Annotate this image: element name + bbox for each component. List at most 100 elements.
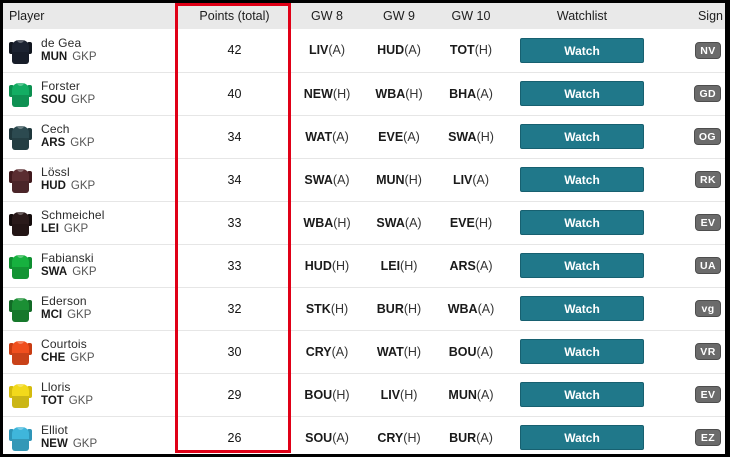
player-cell[interactable]: Lössl HUD GKP	[3, 158, 178, 202]
table-row[interactable]: Fabianski SWA GKP 33 HUD(H) LEI(H) ARS(A) Watch…	[3, 244, 725, 288]
gameweek-9-fixture-venue: (H)	[403, 301, 422, 316]
gameweek-8-fixture-venue: (H)	[331, 258, 350, 273]
sign-badge[interactable]: EV	[695, 214, 721, 231]
player-cell[interactable]: Elliot NEW GKP	[3, 416, 178, 454]
watchlist-cell: Watch	[507, 330, 657, 374]
gameweek-9-fixture-cell: LEI(H)	[363, 244, 435, 288]
watch-button[interactable]: Watch	[520, 382, 644, 407]
player-cell[interactable]: Lloris TOT GKP	[3, 373, 178, 417]
gameweek-8-fixture-venue: (A)	[332, 129, 349, 144]
sign-badge[interactable]: UA	[695, 257, 721, 274]
watch-button[interactable]: Watch	[520, 339, 644, 364]
player-name: Elliot	[41, 423, 68, 438]
jersey-icon	[9, 424, 32, 451]
player-cell[interactable]: de Gea MUN GKP	[3, 29, 178, 73]
table-row[interactable]: Elliot NEW GKP 26 SOU(A) CRY(H) BUR(A) Watch EZ	[3, 416, 725, 454]
gameweek-8-fixture-venue: (H)	[333, 215, 351, 230]
gameweek-8-fixture-cell: CRY(A)	[291, 330, 363, 374]
player-cell[interactable]: Fabianski SWA GKP	[3, 244, 178, 288]
gameweek-8-fixture-cell: NEW(H)	[291, 72, 363, 116]
gameweek-8-fixture-cell: SOU(A)	[291, 416, 363, 454]
sign-cell: EV	[657, 373, 725, 417]
player-cell[interactable]: Cech ARS GKP	[3, 115, 178, 159]
watchlist-cell: Watch	[507, 287, 657, 331]
gameweek-9-fixture-opponent: WAT	[376, 344, 404, 359]
sign-badge[interactable]: OG	[693, 128, 721, 145]
gameweek-8-fixture-venue: (H)	[332, 387, 350, 402]
gameweek-8-fixture-opponent: WAT	[305, 129, 333, 144]
gameweek-8-fixture-cell: WAT(A)	[291, 115, 363, 159]
watch-button[interactable]: Watch	[520, 210, 644, 235]
player-stats-table: Player Points (total) GW 8 GW 9 GW 10 Wa…	[3, 3, 725, 454]
column-header-sign[interactable]: Sign	[657, 3, 725, 29]
watch-button[interactable]: Watch	[520, 425, 644, 450]
player-cell[interactable]: Ederson MCI GKP	[3, 287, 178, 331]
gameweek-10-fixture-opponent: BHA	[449, 86, 477, 101]
gameweek-10-fixture-venue: (A)	[475, 258, 493, 273]
table-row[interactable]: Ederson MCI GKP 32 STK(H) BUR(H) WBA(A) Watch vg	[3, 287, 725, 331]
table-row[interactable]: Courtois CHE GKP 30 CRY(A) WAT(H) BOU(A) Watch V…	[3, 330, 725, 374]
gameweek-8-fixture-cell: HUD(H)	[291, 244, 363, 288]
column-header-watchlist[interactable]: Watchlist	[507, 3, 657, 29]
gameweek-9-fixture-opponent: LEI	[380, 258, 401, 273]
gameweek-9-fixture-cell: EVE(A)	[363, 115, 435, 159]
gameweek-8-fixture-cell: WBA(H)	[291, 201, 363, 245]
column-header-points[interactable]: Points (total)	[178, 3, 291, 29]
sign-badge[interactable]: EV	[695, 386, 721, 403]
column-header-player[interactable]: Player	[3, 3, 178, 29]
watchlist-cell: Watch	[507, 416, 657, 454]
watch-button[interactable]: Watch	[520, 296, 644, 321]
table-row[interactable]: Forster SOU GKP 40 NEW(H) WBA(H) BHA(A) Watch GD	[3, 72, 725, 116]
gameweek-10-fixture-venue: (H)	[476, 129, 494, 144]
gameweek-9-fixture-venue: (H)	[403, 430, 421, 445]
sign-badge[interactable]: EZ	[695, 429, 721, 446]
sign-badge[interactable]: vg	[695, 300, 721, 317]
table-row[interactable]: Lloris TOT GKP 29 BOU(H) LIV(H) MUN(A) Watch EV	[3, 373, 725, 417]
gameweek-10-fixture-cell: LIV(A)	[435, 158, 507, 202]
jersey-icon	[9, 166, 32, 193]
table-body: de Gea MUN GKP 42 LIV(A) HUD(A) TOT(H) Watch NV F…	[3, 29, 725, 454]
sign-badge[interactable]: NV	[695, 41, 721, 59]
player-position: GKP	[72, 266, 97, 279]
sign-cell: NV	[657, 29, 725, 73]
column-header-gw10[interactable]: GW 10	[435, 3, 507, 29]
gameweek-8-fixture-venue: (A)	[332, 172, 350, 187]
watch-button[interactable]: Watch	[520, 37, 644, 63]
column-header-gw9[interactable]: GW 9	[363, 3, 435, 29]
table-row[interactable]: Lössl HUD GKP 34 SWA(A) MUN(H) LIV(A) Watch RK	[3, 158, 725, 202]
points-total-cell: 32	[178, 287, 291, 331]
gameweek-8-fixture-opponent: LIV	[308, 43, 329, 58]
gameweek-9-fixture-opponent: LIV	[380, 387, 401, 402]
player-cell[interactable]: Forster SOU GKP	[3, 72, 178, 116]
points-total-cell: 29	[178, 373, 291, 417]
gameweek-10-fixture-cell: WBA(A)	[435, 287, 507, 331]
watch-button[interactable]: Watch	[520, 124, 644, 149]
watch-button[interactable]: Watch	[520, 253, 644, 278]
gameweek-8-fixture-opponent: NEW	[303, 86, 333, 101]
table-row[interactable]: Cech ARS GKP 34 WAT(A) EVE(A) SWA(H) Watch OG	[3, 115, 725, 159]
watchlist-cell: Watch	[507, 115, 657, 159]
gameweek-9-fixture-opponent: SWA	[376, 215, 405, 230]
table-row[interactable]: Schmeichel LEI GKP 33 WBA(H) SWA(A) EVE(H) Watc…	[3, 201, 725, 245]
watch-button[interactable]: Watch	[520, 81, 644, 106]
sign-badge[interactable]: VR	[695, 343, 721, 360]
watchlist-cell: Watch	[507, 158, 657, 202]
points-total-cell: 34	[178, 115, 291, 159]
gameweek-10-fixture-cell: EVE(H)	[435, 201, 507, 245]
player-cell[interactable]: Courtois CHE GKP	[3, 330, 178, 374]
table-row[interactable]: de Gea MUN GKP 42 LIV(A) HUD(A) TOT(H) Watch NV	[3, 29, 725, 73]
watch-button[interactable]: Watch	[520, 167, 644, 192]
column-header-gw8[interactable]: GW 8	[291, 3, 363, 29]
gameweek-9-fixture-cell: WAT(H)	[363, 330, 435, 374]
sign-badge[interactable]: GD	[694, 85, 721, 102]
gameweek-10-fixture-cell: BHA(A)	[435, 72, 507, 116]
player-cell[interactable]: Schmeichel LEI GKP	[3, 201, 178, 245]
sign-badge[interactable]: RK	[695, 171, 721, 188]
gameweek-9-fixture-opponent: CRY	[377, 430, 404, 445]
jersey-icon	[9, 37, 32, 64]
gameweek-9-fixture-cell: HUD(A)	[363, 29, 435, 73]
gameweek-10-fixture-cell: TOT(H)	[435, 29, 507, 73]
player-position: GKP	[67, 309, 92, 322]
player-name: Lloris	[41, 380, 71, 395]
table-header: Player Points (total) GW 8 GW 9 GW 10 Wa…	[3, 3, 725, 29]
